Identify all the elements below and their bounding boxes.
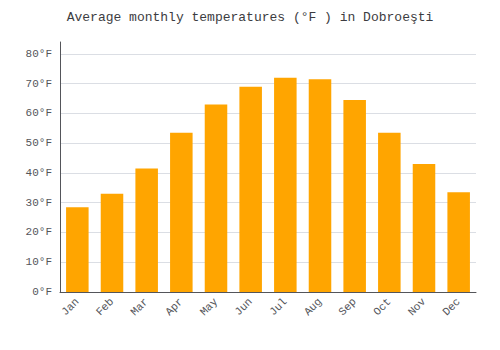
svg-text:Average monthly temperatures (: Average monthly temperatures (°F ) in Do…	[67, 10, 434, 25]
svg-text:Sep: Sep	[336, 296, 358, 318]
svg-text:Oct: Oct	[371, 296, 393, 318]
svg-text:20°F: 20°F	[26, 226, 52, 238]
svg-text:80°F: 80°F	[26, 48, 52, 60]
svg-text:Jul: Jul	[267, 296, 289, 318]
svg-text:Feb: Feb	[94, 296, 116, 318]
svg-text:Mar: Mar	[128, 296, 150, 318]
svg-text:Dec: Dec	[440, 296, 462, 318]
svg-text:Jun: Jun	[232, 296, 254, 318]
svg-text:Apr: Apr	[163, 296, 185, 318]
svg-text:40°F: 40°F	[26, 167, 52, 179]
svg-text:Nov: Nov	[406, 295, 429, 318]
svg-text:May: May	[198, 295, 221, 318]
svg-text:50°F: 50°F	[26, 137, 52, 149]
svg-text:Jan: Jan	[59, 296, 81, 318]
svg-text:70°F: 70°F	[26, 78, 52, 90]
svg-text:60°F: 60°F	[26, 107, 52, 119]
svg-text:0°F: 0°F	[32, 286, 52, 298]
svg-text:Aug: Aug	[302, 296, 324, 318]
svg-text:30°F: 30°F	[26, 197, 52, 209]
svg-text:10°F: 10°F	[26, 256, 52, 268]
